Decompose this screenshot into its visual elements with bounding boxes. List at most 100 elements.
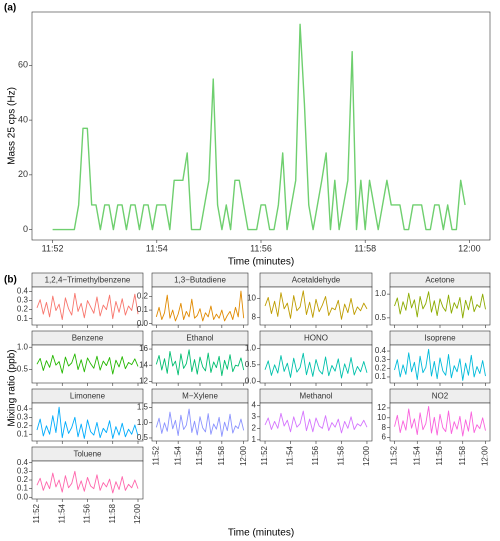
- x-tick-label: 11:56: [195, 445, 204, 465]
- x-tick-label: 12:00: [362, 445, 371, 466]
- y-tick-label: 10: [247, 294, 256, 303]
- x-tick-label: 11:52: [32, 503, 41, 523]
- x-tick-label: 11:58: [108, 503, 117, 523]
- y-tick-label: 1.0: [245, 343, 257, 352]
- x-tick-label: 11:54: [57, 503, 66, 523]
- strip-label: 1,3−Butadiene: [174, 276, 226, 285]
- plot-background: [259, 344, 373, 384]
- y-tick-label: 0.4: [17, 287, 29, 296]
- x-axis-label: Time (minutes): [228, 257, 294, 268]
- y-tick-label: 0.5: [375, 313, 387, 322]
- y-tick-label: 0.5: [245, 360, 257, 369]
- y-tick-label: 0.5: [137, 433, 149, 442]
- plot-background: [151, 344, 249, 384]
- y-tick-label: 0: [23, 224, 28, 234]
- y-tick-label: 0.4: [17, 458, 29, 467]
- data-line: [155, 408, 245, 437]
- strip-label: HONO: [304, 334, 328, 343]
- y-tick-label: 0.1: [375, 372, 387, 381]
- y-tick-label: 0.2: [137, 292, 149, 301]
- y-tick-label: 1: [252, 435, 257, 444]
- y-tick-label: 0.1: [17, 484, 29, 493]
- y-tick-label: 0.0: [137, 319, 149, 328]
- y-tick-label: 3: [252, 412, 257, 421]
- y-tick-label: 0.2: [375, 363, 387, 372]
- y-tick-label: 2: [252, 423, 257, 432]
- y-tick-label: 1.0: [375, 289, 387, 298]
- data-line: [264, 290, 368, 320]
- y-tick-label: 8: [382, 423, 387, 432]
- x-tick-label: 12:00: [133, 503, 142, 524]
- x-tick-label: 12:00: [481, 445, 490, 466]
- y-tick-label: 1.0: [137, 418, 149, 427]
- y-tick-label: 0.4: [375, 346, 387, 355]
- y-tick-label: 4: [252, 400, 257, 409]
- x-tick-label: 11:54: [146, 243, 168, 253]
- panel-label: (a): [4, 3, 16, 14]
- plot-background: [389, 402, 491, 442]
- y-tick-label: 0.3: [17, 466, 29, 475]
- plot-background: [31, 460, 144, 500]
- strip-label: 1,2,4−Trimethylbenzene: [45, 276, 131, 285]
- strip-label: NO2: [432, 392, 449, 401]
- y-tick-label: 12: [139, 376, 148, 385]
- y-tick-label: 12: [377, 403, 386, 412]
- panel-label: (b): [4, 275, 17, 286]
- y-tick-label: 0.1: [17, 429, 29, 438]
- y-tick-label: 0.5: [17, 365, 29, 374]
- strip-label: Acetaldehyde: [292, 276, 341, 285]
- data-line: [155, 290, 245, 322]
- y-tick-label: 8: [252, 313, 257, 322]
- plot-background: [31, 344, 144, 384]
- x-tick-label: 11:58: [458, 445, 467, 465]
- plot-background: [259, 402, 373, 442]
- data-line: [36, 292, 139, 321]
- x-tick-label: 11:58: [217, 445, 226, 465]
- x-tick-label: 11:56: [83, 503, 92, 523]
- data-line: [36, 353, 139, 375]
- y-tick-label: 1.0: [17, 342, 29, 351]
- plot-background: [151, 286, 249, 326]
- strip-label: Limonene: [70, 392, 106, 401]
- y-tick-label: 0.3: [17, 296, 29, 305]
- x-tick-label: 11:52: [260, 445, 269, 465]
- x-tick-label: 11:52: [151, 445, 160, 465]
- y-tick-label: 0.3: [375, 355, 387, 364]
- strip-label: Benzene: [72, 334, 104, 343]
- plot-background: [31, 286, 144, 326]
- x-tick-label: 12:00: [239, 445, 248, 466]
- y-tick-label: 0.2: [17, 475, 29, 484]
- strip-label: M−Xylene: [182, 392, 218, 401]
- y-tick-label: 20: [18, 169, 28, 179]
- y-tick-label: 14: [139, 360, 148, 369]
- data-line: [394, 406, 486, 437]
- data-line: [52, 23, 466, 231]
- y-tick-label: 1.5: [137, 403, 149, 412]
- strip-label: Acetone: [425, 276, 455, 285]
- data-line: [264, 410, 368, 434]
- y-tick-label: 0.2: [17, 305, 29, 314]
- x-axis-label: Time (minutes): [228, 528, 294, 539]
- strip-label: Methanol: [300, 392, 333, 401]
- data-line: [36, 406, 139, 439]
- plot-background: [389, 344, 491, 384]
- data-line: [264, 352, 368, 379]
- y-tick-label: 0.0: [245, 376, 257, 385]
- y-tick-label: 40: [18, 114, 28, 124]
- x-tick-label: 11:56: [311, 445, 320, 465]
- plot-background: [389, 286, 491, 326]
- strip-label: Toluene: [73, 450, 102, 459]
- y-tick-label: 0.4: [17, 404, 29, 413]
- x-tick-label: 11:56: [250, 243, 272, 253]
- x-tick-label: 11:54: [412, 445, 421, 465]
- x-tick-label: 11:56: [435, 445, 444, 465]
- strip-label: Isoprene: [424, 334, 456, 343]
- data-line: [155, 349, 245, 377]
- y-tick-label: 60: [18, 60, 28, 70]
- strip-label: Ethanol: [186, 334, 213, 343]
- x-tick-label: 11:54: [173, 445, 182, 465]
- x-tick-label: 11:52: [42, 243, 64, 253]
- x-tick-label: 12:00: [458, 243, 481, 253]
- y-axis-label: Mixing ratio (ppb): [7, 349, 18, 426]
